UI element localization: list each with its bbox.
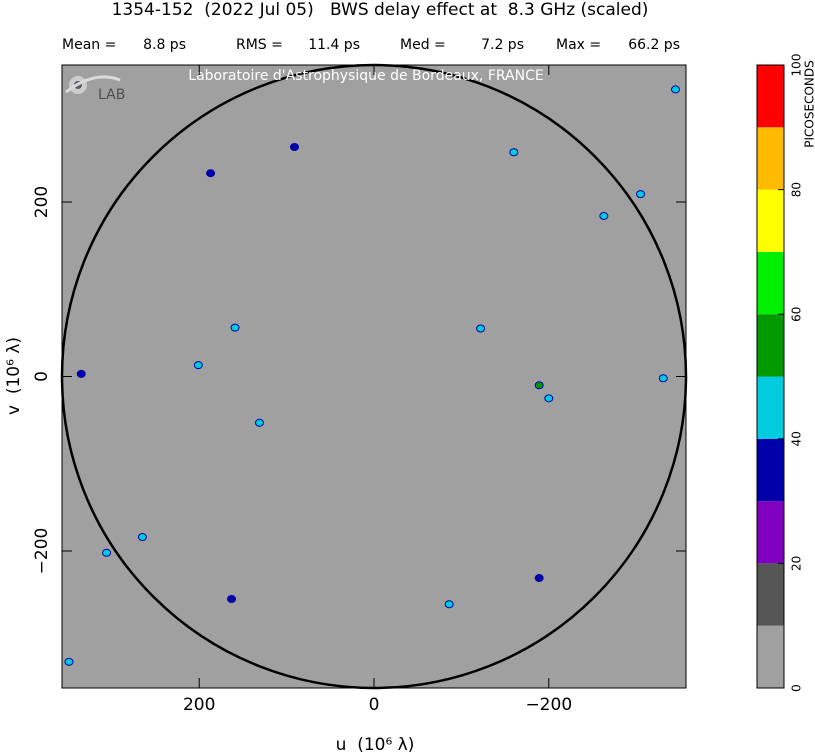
feature — [255, 418, 265, 427]
colorbar-segment — [757, 376, 784, 439]
feature — [227, 595, 237, 603]
feature — [599, 211, 609, 220]
feature — [193, 361, 203, 370]
stat-label: RMS = — [236, 37, 283, 53]
colorbar-segment — [757, 563, 784, 626]
feature — [534, 574, 544, 583]
feature — [206, 169, 216, 178]
stat-label: Med = — [400, 37, 446, 53]
feature — [102, 548, 112, 557]
stat-value: 7.2 ps — [481, 37, 524, 53]
colorbar-tick-label: 20 — [790, 556, 804, 571]
plot-background — [62, 65, 686, 688]
colorbar-tick-label: 40 — [790, 431, 804, 446]
feature — [671, 85, 681, 94]
y-tick-label: −200 — [32, 528, 52, 575]
colorbar-tick-label: 80 — [790, 182, 804, 197]
chart-title: 1354-152 (2022 Jul 05) BWS delay effect … — [112, 0, 649, 20]
colorbar-segment — [757, 438, 784, 502]
watermark: Laboratoire d'Astrophysique de Bordeaux,… — [188, 68, 543, 84]
x-tick-label: −200 — [525, 695, 572, 715]
feature — [534, 381, 544, 390]
feature — [289, 143, 299, 152]
stat-label: Max = — [556, 37, 601, 53]
colorbar-segment — [757, 314, 784, 377]
colorbar-segment — [757, 65, 784, 128]
colorbar-segment — [757, 501, 784, 564]
feature — [137, 533, 147, 542]
colorbar-tick-label: 0 — [790, 684, 804, 692]
x-tick-label: 200 — [183, 695, 215, 715]
feature — [230, 323, 240, 332]
stat-value: 11.4 ps — [308, 37, 360, 53]
feature — [76, 369, 86, 378]
colorbar-tick-label: 60 — [790, 307, 804, 322]
feature — [64, 657, 74, 666]
feature — [658, 374, 668, 383]
y-axis-label: v (10⁶ λ) — [4, 337, 24, 415]
x-axis-label: u (10⁶ λ) — [336, 735, 415, 755]
stat-value: 66.2 ps — [628, 37, 680, 53]
x-tick-label: 0 — [369, 695, 380, 715]
y-tick-label: 200 — [32, 186, 52, 218]
colorbar-label: PICOSECONDS — [803, 60, 815, 147]
feature — [509, 148, 519, 157]
stat-value: 8.8 ps — [143, 37, 186, 53]
stat-label: Mean = — [62, 37, 116, 53]
colorbar-segment — [757, 127, 784, 190]
colorbar-segment — [757, 625, 784, 688]
logo-text: LAB — [98, 87, 125, 103]
feature — [476, 324, 486, 333]
feature — [444, 600, 454, 609]
colorbar-segment — [757, 189, 784, 252]
feature — [636, 190, 646, 199]
y-tick-label: 0 — [32, 371, 52, 382]
colorbar-segment — [757, 251, 784, 315]
feature — [544, 394, 554, 403]
colorbar-tick-label: 100 — [790, 54, 804, 77]
logo: LAB — [65, 75, 125, 103]
colorbar-frame — [756, 64, 785, 689]
